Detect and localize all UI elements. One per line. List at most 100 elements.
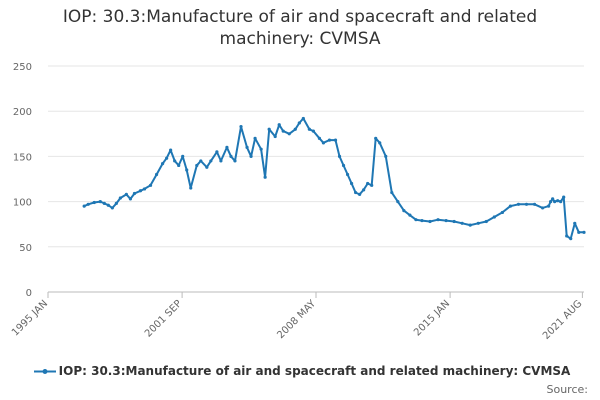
data-point[interactable] (321, 141, 326, 145)
data-point[interactable] (396, 200, 400, 204)
data-point[interactable] (239, 124, 243, 129)
data-point[interactable] (516, 202, 521, 206)
data-point[interactable] (233, 159, 237, 163)
data-point[interactable] (110, 206, 114, 210)
data-point[interactable] (160, 162, 165, 166)
data-point[interactable] (414, 218, 418, 222)
data-point[interactable] (215, 150, 219, 154)
data-point[interactable] (390, 190, 394, 195)
data-point[interactable] (333, 138, 338, 142)
data-point[interactable] (362, 188, 366, 192)
data-point[interactable] (532, 202, 537, 206)
data-point[interactable] (524, 202, 529, 206)
data-point[interactable] (195, 163, 199, 168)
data-point[interactable] (86, 202, 90, 206)
data-point[interactable] (199, 159, 203, 163)
data-point[interactable] (165, 156, 169, 160)
data-point[interactable] (98, 200, 102, 204)
data-point[interactable] (267, 127, 271, 131)
data-point[interactable] (374, 136, 378, 140)
data-point[interactable] (540, 206, 545, 210)
data-point[interactable] (547, 204, 551, 208)
data-point[interactable] (82, 204, 86, 208)
data-point[interactable] (582, 230, 586, 234)
data-point[interactable] (573, 221, 577, 225)
data-point[interactable] (138, 189, 143, 193)
data-point[interactable] (245, 145, 249, 149)
data-point[interactable] (569, 237, 573, 241)
data-point[interactable] (553, 200, 557, 204)
data-point[interactable] (92, 200, 96, 205)
data-point[interactable] (185, 168, 189, 172)
data-point[interactable] (370, 183, 374, 187)
data-point[interactable] (317, 136, 322, 140)
data-point[interactable] (551, 197, 555, 201)
data-point[interactable] (253, 136, 257, 140)
data-point[interactable] (124, 192, 129, 196)
data-point[interactable] (345, 172, 350, 177)
data-point[interactable] (297, 121, 301, 125)
data-point[interactable] (349, 181, 354, 186)
data-point[interactable] (354, 190, 358, 195)
data-point[interactable] (436, 218, 440, 222)
data-point[interactable] (128, 197, 133, 201)
data-point[interactable] (577, 230, 581, 234)
data-point[interactable] (311, 129, 315, 133)
data-point[interactable] (169, 148, 173, 152)
data-point[interactable] (177, 163, 181, 168)
data-point[interactable] (114, 201, 118, 206)
data-point[interactable] (301, 116, 305, 121)
data-point[interactable] (106, 203, 110, 207)
data-point[interactable] (556, 199, 560, 203)
data-point[interactable] (219, 159, 223, 163)
data-point[interactable] (229, 154, 233, 158)
data-point[interactable] (205, 165, 209, 169)
data-point[interactable] (102, 201, 106, 206)
data-point[interactable] (118, 196, 122, 200)
data-point[interactable] (476, 221, 480, 225)
data-point[interactable] (384, 154, 388, 158)
data-point[interactable] (559, 200, 563, 204)
data-point[interactable] (402, 209, 406, 213)
data-point[interactable] (142, 187, 147, 191)
data-point[interactable] (287, 132, 291, 136)
data-point[interactable] (562, 195, 566, 199)
legend[interactable]: IOP: 30.3:Manufacture of air and spacecr… (12, 364, 592, 378)
data-point[interactable] (408, 213, 412, 217)
data-point[interactable] (420, 218, 424, 223)
data-point[interactable] (209, 159, 213, 163)
data-point[interactable] (293, 127, 297, 131)
data-point[interactable] (358, 192, 362, 196)
data-point[interactable] (148, 183, 153, 187)
data-point[interactable] (508, 204, 513, 208)
data-point[interactable] (307, 127, 311, 131)
data-point[interactable] (225, 145, 229, 149)
x-tick-label: 2008 MAY (275, 298, 318, 341)
data-point[interactable] (249, 154, 253, 158)
data-point[interactable] (181, 154, 185, 158)
data-point[interactable] (173, 159, 177, 163)
data-point[interactable] (428, 219, 432, 224)
data-point[interactable] (337, 154, 342, 158)
data-point[interactable] (444, 218, 448, 223)
data-point[interactable] (492, 215, 496, 219)
data-point[interactable] (500, 210, 504, 215)
data-point[interactable] (259, 147, 263, 151)
data-point[interactable] (273, 134, 277, 139)
data-point[interactable] (281, 129, 285, 133)
data-point[interactable] (378, 141, 382, 145)
data-point[interactable] (549, 200, 553, 204)
data-point[interactable] (460, 221, 464, 225)
data-point[interactable] (366, 181, 370, 186)
data-point[interactable] (189, 186, 193, 190)
data-point[interactable] (565, 234, 569, 238)
data-point[interactable] (277, 123, 281, 127)
data-point[interactable] (341, 163, 346, 168)
data-point[interactable] (327, 138, 332, 142)
data-point[interactable] (452, 219, 456, 224)
data-point[interactable] (263, 175, 267, 179)
data-point[interactable] (484, 219, 488, 224)
data-point[interactable] (132, 191, 137, 196)
data-point[interactable] (468, 223, 472, 227)
data-point[interactable] (154, 172, 159, 177)
